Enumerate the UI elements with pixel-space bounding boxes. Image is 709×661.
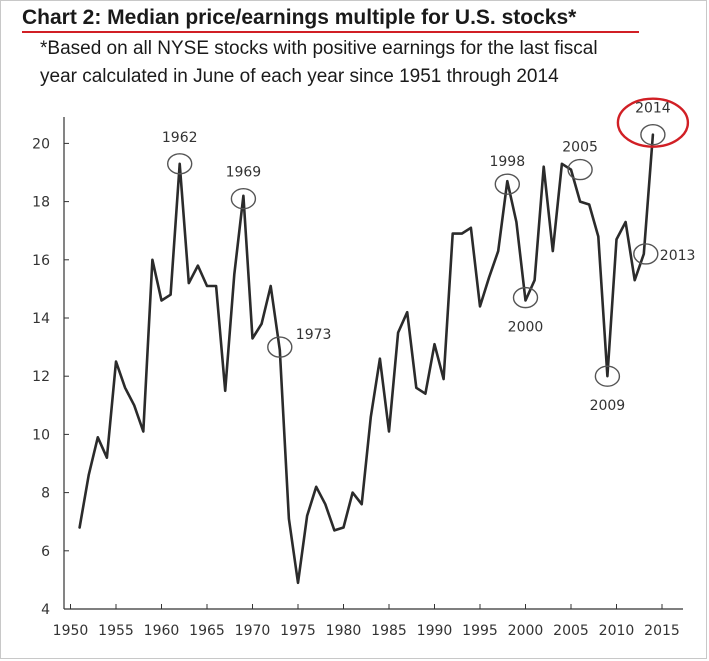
annotation-circle-1973 — [267, 336, 293, 358]
annotation-circle-2014 — [640, 123, 666, 146]
y-tick-label-10: 10 — [32, 427, 50, 443]
x-tick-label-1975: 1975 — [280, 623, 316, 639]
annotation-circle-2005 — [567, 158, 593, 181]
highlight-circle-2014 — [616, 97, 690, 148]
annotation-label-1973: 1973 — [296, 327, 332, 343]
x-tick-label-1950: 1950 — [53, 623, 89, 639]
chart-title: Chart 2: Median price/earnings multiple … — [22, 6, 577, 29]
x-tick-label-1980: 1980 — [326, 623, 362, 639]
annotation-label-2014: 2014 — [635, 101, 671, 117]
annotation-label-2013: 2013 — [660, 248, 696, 264]
x-tick-label-1985: 1985 — [371, 623, 407, 639]
annotation-circle-1962 — [166, 153, 193, 175]
series-line-pe-multiple — [78, 133, 655, 585]
y-tick-label-20: 20 — [32, 136, 50, 152]
annotation-label-2009: 2009 — [590, 398, 626, 414]
x-tick-label-1955: 1955 — [98, 623, 134, 639]
annotation-label-1962: 1962 — [162, 130, 198, 146]
annotation-label-2005: 2005 — [562, 140, 598, 156]
x-tick-label-1995: 1995 — [462, 623, 498, 639]
y-tick-label-4: 4 — [41, 602, 50, 618]
x-tick-label-2000: 2000 — [508, 623, 544, 639]
annotation-label-1998: 1998 — [489, 154, 525, 170]
y-tick-label-16: 16 — [32, 253, 50, 269]
x-tick-label-1965: 1965 — [189, 623, 225, 639]
annotation-label-1969: 1969 — [226, 165, 262, 181]
annotation-circle-1998 — [494, 173, 520, 195]
chart-subtitle-line-2: year calculated in June of each year sin… — [40, 66, 559, 87]
annotation-circle-2009 — [594, 365, 621, 387]
annotation-circle-2013 — [633, 243, 659, 265]
annotation-label-2000: 2000 — [508, 320, 544, 336]
title-underline — [22, 31, 639, 33]
y-tick-label-18: 18 — [32, 195, 50, 211]
y-tick-label-14: 14 — [32, 311, 50, 327]
x-tick-label-1960: 1960 — [144, 623, 180, 639]
x-tick-label-1970: 1970 — [235, 623, 271, 639]
y-tick-label-12: 12 — [32, 369, 50, 385]
x-tick-label-2015: 2015 — [644, 623, 680, 639]
annotation-circle-1969 — [230, 187, 257, 210]
x-tick-label-2010: 2010 — [599, 623, 635, 639]
annotation-circle-2000 — [512, 286, 539, 309]
y-tick-label-6: 6 — [41, 544, 50, 560]
chart-subtitle-line-1: *Based on all NYSE stocks with positive … — [40, 38, 598, 59]
x-tick-label-2005: 2005 — [553, 623, 589, 639]
y-tick-label-8: 8 — [41, 486, 50, 502]
x-tick-label-1990: 1990 — [417, 623, 453, 639]
